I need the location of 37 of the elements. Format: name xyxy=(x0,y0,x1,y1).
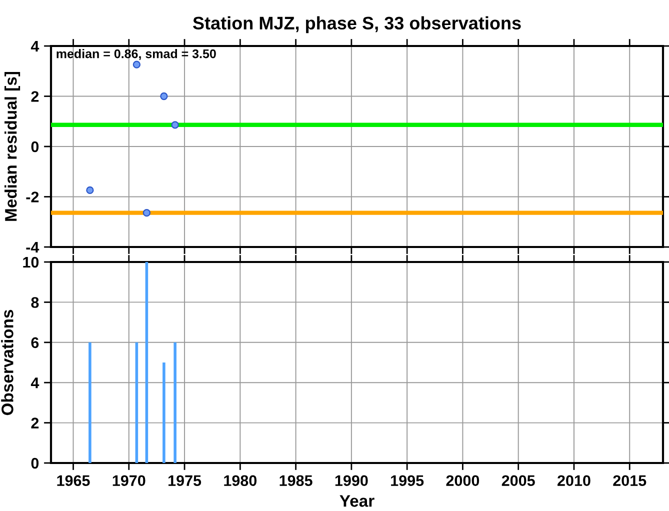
point xyxy=(160,92,168,100)
y-tick-label: 4 xyxy=(30,41,40,52)
y-tick-label: -2 xyxy=(26,192,39,202)
x-axis-title: Year xyxy=(340,495,374,507)
x-tick-label: 2010 xyxy=(558,475,590,486)
x-tick-label: 2015 xyxy=(613,475,646,486)
y-axis-title: Observations xyxy=(1,310,14,416)
bar xyxy=(135,342,138,463)
y-tick-label: -4 xyxy=(26,242,40,253)
x-tick-label: 1980 xyxy=(224,475,257,486)
y-tick-label: 2 xyxy=(31,418,39,428)
bar xyxy=(174,342,176,463)
point xyxy=(86,186,94,194)
x-tick-label: 2005 xyxy=(502,475,535,486)
x-tick-label: 1985 xyxy=(280,475,312,486)
y-tick-label: 6 xyxy=(31,337,39,348)
bar xyxy=(88,342,92,463)
point xyxy=(142,209,151,217)
y-axis-title: Median residual [s] xyxy=(4,72,20,221)
y-tick-label: 8 xyxy=(31,297,39,308)
y-tick-label: 2 xyxy=(31,91,39,102)
x-tick-label: 1965 xyxy=(57,475,90,486)
bar xyxy=(162,362,166,463)
point xyxy=(171,121,179,129)
y-tick-label: 0 xyxy=(31,141,39,152)
x-tick-label: 2000 xyxy=(446,475,480,486)
y-tick-label: 0 xyxy=(31,458,39,469)
bar xyxy=(145,262,148,463)
chart-title: Station MJZ, phase S, 33 observations xyxy=(192,16,521,34)
annotation: median = 0.86, smad = 3.50 xyxy=(56,49,216,60)
x-tick-label: 1995 xyxy=(391,475,424,486)
x-tick-label: 1990 xyxy=(335,475,368,486)
point xyxy=(132,60,140,68)
y-tick-label: 4 xyxy=(30,378,40,388)
x-tick-label: 1975 xyxy=(168,475,202,486)
x-tick-label: 1970 xyxy=(112,475,146,486)
y-tick-label: 10 xyxy=(23,256,39,268)
